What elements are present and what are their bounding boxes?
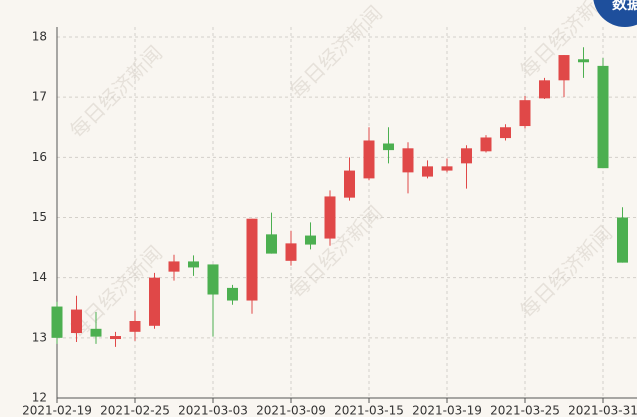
x-tick-label: 2021-02-25 [100, 404, 170, 417]
candle-body [266, 234, 277, 254]
candle-body [227, 287, 238, 301]
candle-body [168, 261, 180, 272]
candle-body [363, 140, 375, 179]
candle-body [188, 261, 199, 268]
candles [51, 47, 628, 347]
y-tick-label: 16 [32, 150, 47, 164]
x-tick-label: 2021-03-09 [256, 404, 326, 417]
candle-body [149, 277, 160, 326]
watermark: 每日经济新闻 [285, 201, 387, 303]
logo-badge [593, 0, 637, 27]
candle-body [480, 137, 492, 152]
watermark: 每日经济新闻 [285, 1, 387, 103]
candle-body [539, 80, 550, 99]
candle-body [324, 196, 336, 239]
x-tick-label: 2021-03-25 [490, 404, 560, 417]
x-tick-label: 2021-03-19 [412, 404, 482, 417]
candle-body [110, 336, 121, 340]
y-tick-label: 15 [32, 210, 47, 224]
candle-body [305, 235, 316, 245]
candle-body [519, 100, 531, 127]
y-tick-label: 14 [32, 270, 47, 284]
candle-body [207, 264, 219, 295]
y-tick-label: 18 [32, 30, 47, 44]
x-tick-label: 2021-03-31 [568, 404, 637, 417]
candle-body [558, 55, 570, 81]
candle-body [402, 148, 414, 173]
candle-body [51, 306, 63, 338]
y-tick-label: 12 [32, 391, 47, 405]
candle-body [344, 170, 355, 198]
candle-body [597, 65, 609, 169]
x-tick-label: 2021-03-03 [178, 404, 248, 417]
watermark: 每日经济新闻 [65, 41, 167, 143]
candle-body [441, 166, 453, 171]
y-tick-label: 17 [32, 90, 47, 104]
candle-body [90, 328, 102, 337]
candle-body [500, 127, 511, 139]
x-tick-label: 2021-03-15 [334, 404, 404, 417]
x-tick-label: 2021-02-19 [22, 404, 92, 417]
candle-body [617, 217, 628, 263]
candle-body [422, 166, 433, 177]
candle-body [383, 143, 394, 151]
logo-text: 数据 [612, 0, 637, 13]
candle-body [285, 243, 297, 261]
candle-body [129, 320, 141, 332]
candle-body [461, 148, 472, 164]
watermark: 每日经济新闻 [515, 221, 617, 323]
y-tick-label: 13 [32, 330, 47, 344]
candle-body [246, 218, 258, 301]
candle-body [578, 59, 589, 63]
candle-body [71, 309, 82, 334]
